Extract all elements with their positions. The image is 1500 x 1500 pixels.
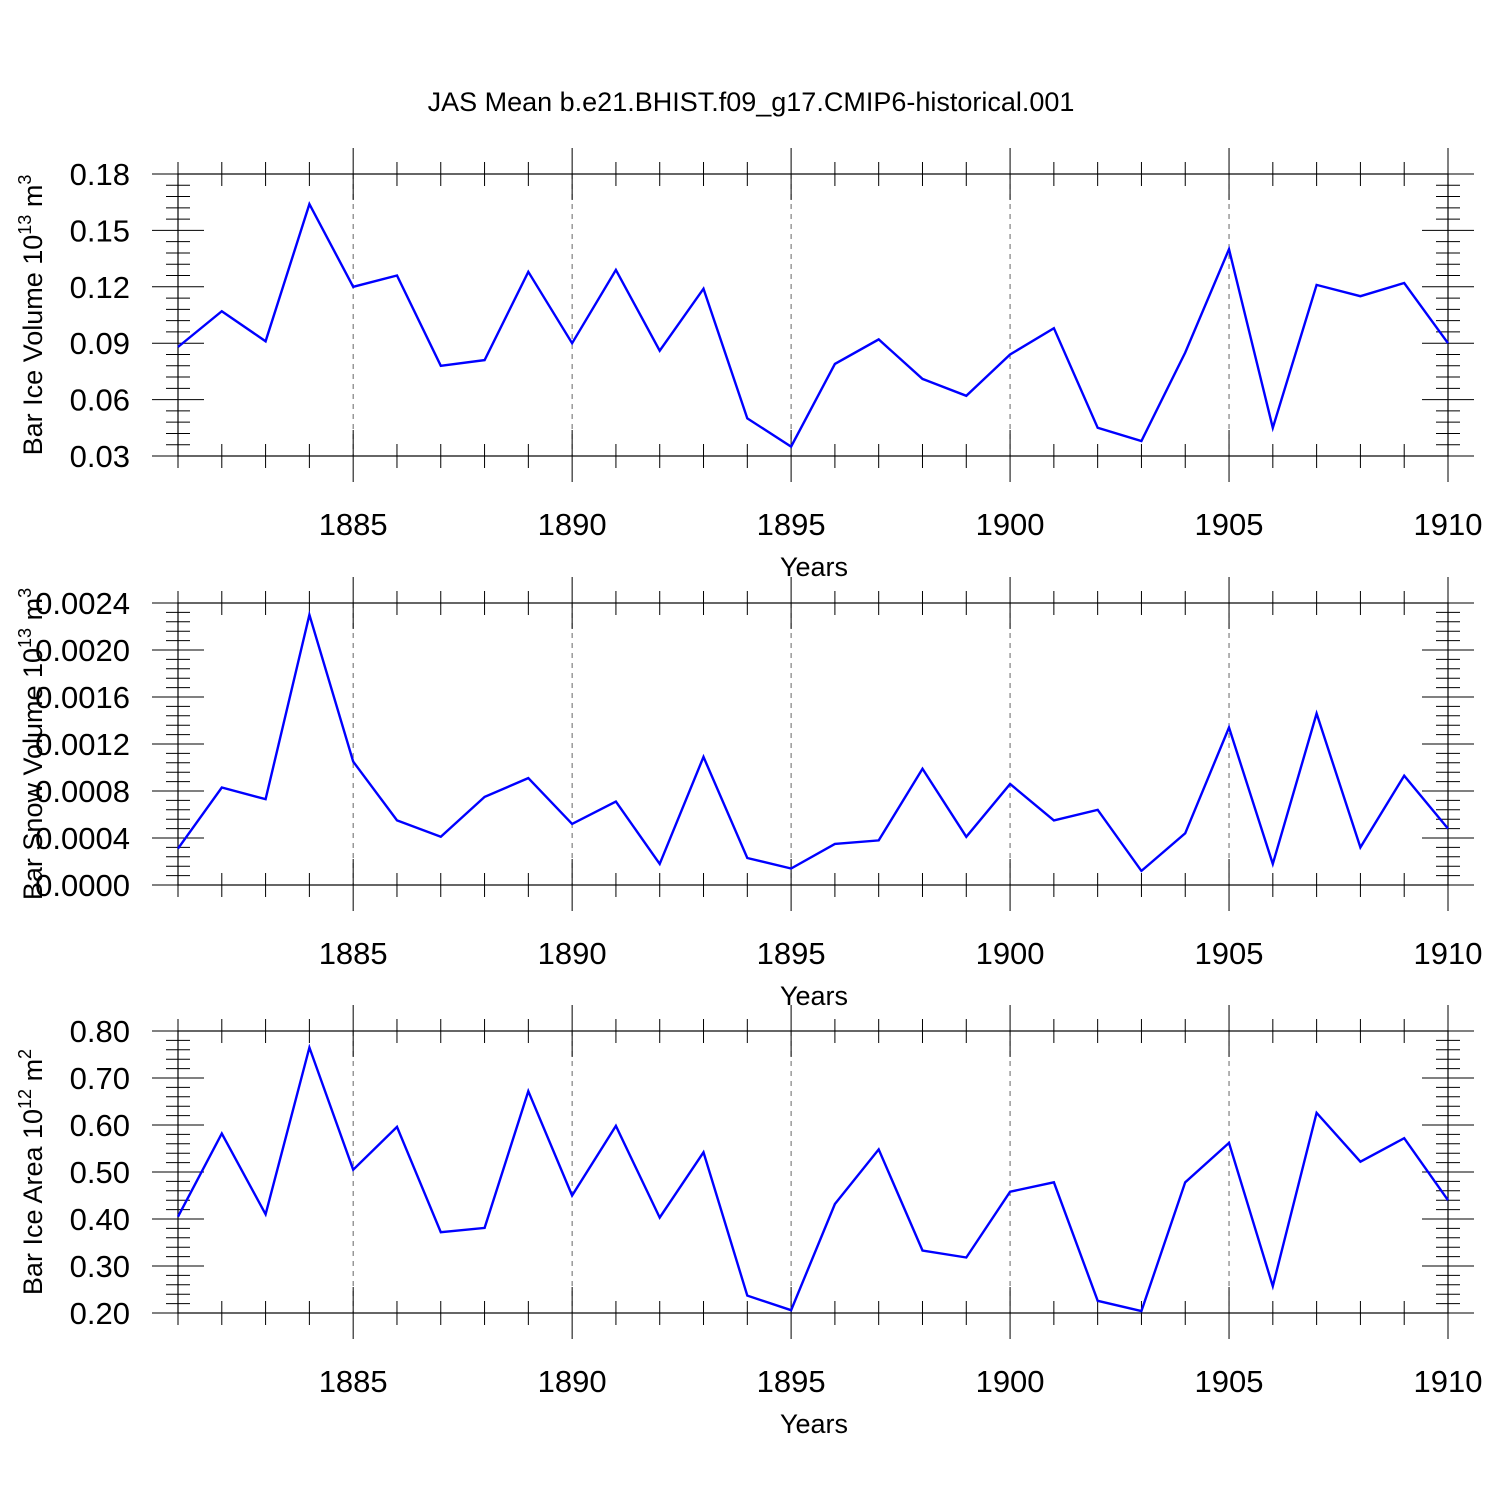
x-axis-label: Years	[780, 981, 848, 1011]
x-tick-label: 1900	[976, 1364, 1045, 1399]
x-tick-label: 1910	[1414, 936, 1483, 971]
y-tick-label: 0.0020	[35, 633, 130, 668]
y-axis-label: Bar Snow Volume 1013 m3	[15, 588, 48, 900]
y-axis-label: Bar Ice Area 1012 m2	[15, 1049, 48, 1295]
x-tick-label: 1895	[757, 936, 826, 971]
x-tick-label: 1910	[1414, 507, 1483, 542]
y-tick-label: 0.03	[70, 439, 130, 474]
panel-2: 0.0000 0.0004 0.0008 0.0012 0.0016 0.0020 0.00…	[15, 577, 1482, 1011]
y-axis-label: Bar Ice Volume 1013 m3	[15, 175, 48, 456]
y-tick-label: 0.12	[70, 270, 130, 305]
y-tick-label: 0.80	[70, 1014, 130, 1049]
y-tick-label: 0.60	[70, 1108, 130, 1143]
x-tick-label: 1890	[538, 507, 607, 542]
x-tick-label: 1905	[1195, 936, 1264, 971]
y-tick-label: 0.40	[70, 1202, 130, 1237]
plot-frame	[177, 1030, 1449, 1314]
figure-title: JAS Mean b.e21.BHIST.f09_g17.CMIP6-histo…	[428, 87, 1075, 117]
y-tick-label: 0.09	[70, 326, 130, 361]
plot-frame	[177, 173, 1449, 457]
x-tick-label: 1905	[1195, 507, 1264, 542]
x-tick-label: 1905	[1195, 1364, 1264, 1399]
x-tick-label: 1885	[319, 1364, 388, 1399]
y-tick-label: 0.0008	[35, 774, 130, 809]
series-line	[177, 201, 1449, 449]
x-tick-label: 1890	[538, 936, 607, 971]
x-tick-label: 1895	[757, 507, 826, 542]
x-tick-label: 1885	[319, 936, 388, 971]
y-tick-label: 0.0000	[35, 868, 130, 903]
x-tick-label: 1890	[538, 1364, 607, 1399]
y-tick-label: 0.0004	[35, 821, 130, 856]
x-tick-label: 1910	[1414, 1364, 1483, 1399]
y-tick-label: 0.20	[70, 1296, 130, 1331]
y-tick-label: 0.50	[70, 1155, 130, 1190]
panels: 0.03 0.06 0.09 0.12 0.15 0.18 1885 1890 1895 1900…	[15, 148, 1482, 1439]
plot-frame	[177, 602, 1449, 886]
y-tick-label: 0.30	[70, 1249, 130, 1284]
y-tick-label: 0.70	[70, 1061, 130, 1096]
series-line	[176, 1043, 1449, 1313]
series-line	[177, 610, 1449, 873]
y-tick-label: 0.0024	[35, 586, 130, 621]
x-tick-label: 1895	[757, 1364, 826, 1399]
x-tick-label: 1900	[976, 507, 1045, 542]
y-tick-label: 0.18	[70, 157, 130, 192]
panel-1: 0.03 0.06 0.09 0.12 0.15 0.18 1885 1890 1895 1900…	[15, 148, 1482, 582]
x-axis-label: Years	[780, 1409, 848, 1439]
y-tick-label: 0.15	[70, 213, 130, 248]
y-tick-label: 0.0012	[35, 727, 130, 762]
y-tick-label: 0.06	[70, 383, 130, 418]
x-tick-label: 1900	[976, 936, 1045, 971]
x-tick-label: 1885	[319, 507, 388, 542]
x-axis-label: Years	[780, 552, 848, 582]
y-tick-label: 0.0016	[35, 680, 130, 715]
panel-3: 0.20 0.30 0.40 0.50 0.60 0.70 0.80 1885 1890 1895…	[15, 1005, 1482, 1439]
